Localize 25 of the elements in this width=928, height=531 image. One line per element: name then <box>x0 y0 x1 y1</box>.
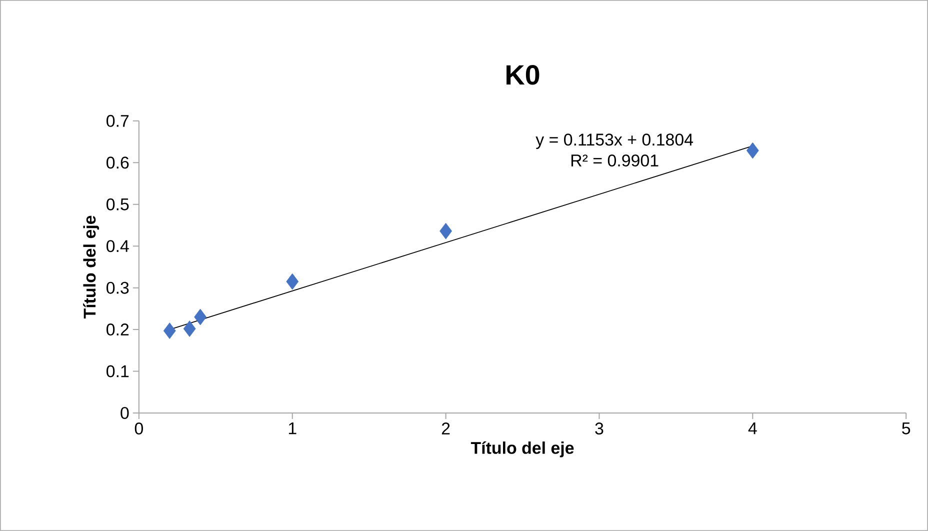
x-tick-label: 3 <box>595 422 604 435</box>
point <box>746 142 759 159</box>
x-tick-label: 2 <box>442 422 450 434</box>
point <box>440 222 452 240</box>
point <box>163 322 176 340</box>
point <box>183 320 196 337</box>
point <box>194 308 207 326</box>
y-tick-label: 0.7 <box>106 114 129 127</box>
point <box>286 273 299 290</box>
y-tick-label: 0.6 <box>106 156 129 169</box>
y-tick-label: 0.5 <box>106 198 129 210</box>
x-tick-label: 1 <box>288 422 296 434</box>
y-axis-title: Título del eje <box>83 216 100 319</box>
chart-title: K0 <box>506 65 540 85</box>
x-axis-title: Título del eje <box>470 441 574 458</box>
x-tick-label: 5 <box>902 422 910 434</box>
y-tick-label: 0.2 <box>106 324 129 336</box>
annotation: R² = 0.9901 <box>571 154 658 167</box>
x-tick-label: 4 <box>748 422 757 434</box>
y-tick-label: 0.3 <box>106 282 129 294</box>
y-tick-label: 0 <box>120 407 129 420</box>
x-tick-label: 0 <box>134 422 143 435</box>
y-tick-label: 0.4 <box>106 240 129 252</box>
y-tick-label: 0.1 <box>106 365 129 378</box>
annotation: y = 0.1153x + 0.1804 <box>536 134 694 150</box>
